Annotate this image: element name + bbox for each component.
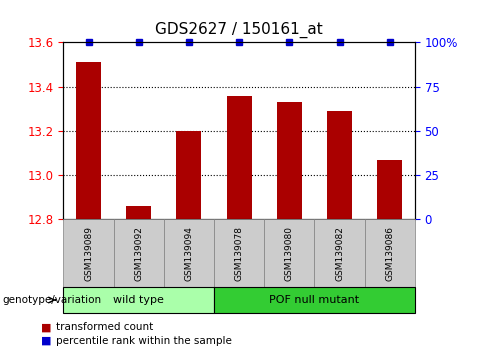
Text: GSM139080: GSM139080	[285, 225, 294, 281]
Bar	[226, 96, 252, 219]
Text: GSM139086: GSM139086	[385, 225, 394, 281]
Text: GSM139089: GSM139089	[84, 225, 93, 281]
Text: GSM139094: GSM139094	[184, 225, 193, 281]
Text: percentile rank within the sample: percentile rank within the sample	[56, 336, 232, 346]
Text: ■: ■	[41, 336, 52, 346]
Text: transformed count: transformed count	[56, 322, 153, 332]
Text: GSM139092: GSM139092	[134, 225, 143, 281]
Text: wild type: wild type	[113, 295, 164, 305]
Text: POF null mutant: POF null mutant	[269, 295, 360, 305]
Bar	[76, 62, 101, 219]
Bar	[327, 111, 352, 219]
Bar	[176, 131, 202, 219]
Bar	[277, 102, 302, 219]
Text: genotype/variation: genotype/variation	[2, 295, 102, 305]
Title: GDS2627 / 150161_at: GDS2627 / 150161_at	[155, 22, 323, 38]
Text: GSM139082: GSM139082	[335, 225, 344, 281]
Bar	[126, 206, 151, 219]
Bar	[377, 160, 402, 219]
Text: ■: ■	[41, 322, 52, 332]
Text: GSM139078: GSM139078	[235, 225, 244, 281]
